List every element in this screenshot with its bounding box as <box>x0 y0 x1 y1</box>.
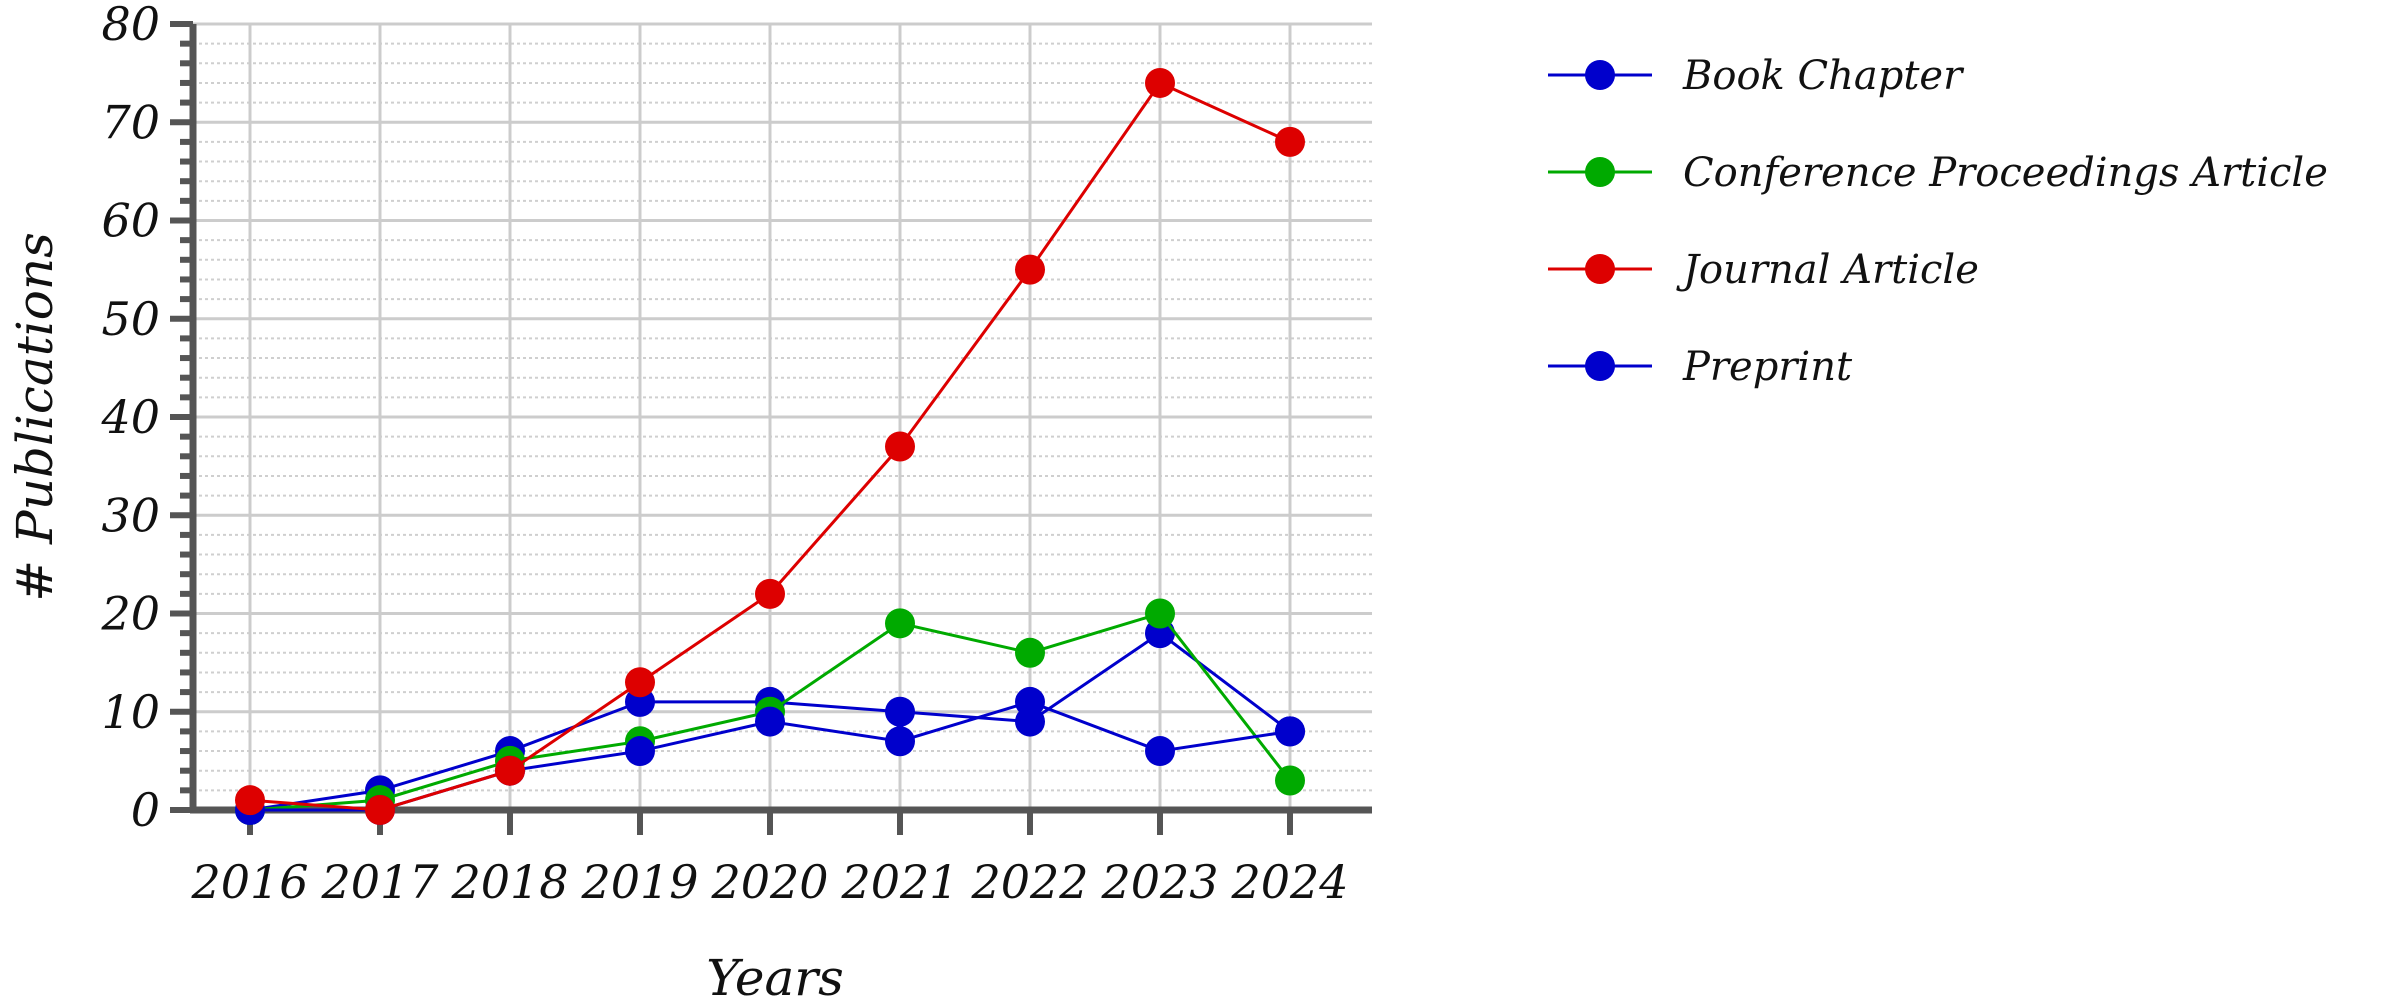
legend-marker <box>1585 60 1615 90</box>
series-journal-article <box>235 67 1305 825</box>
x-axis-title: Years <box>706 949 844 1006</box>
legend-label: Preprint <box>1682 344 1853 390</box>
data-point <box>885 726 915 757</box>
x-tick-label: 2018 <box>450 855 568 909</box>
series <box>235 67 1305 825</box>
data-point <box>885 608 915 639</box>
legend-label: Book Chapter <box>1682 53 1965 99</box>
y-tick-label: 80 <box>101 0 160 51</box>
grid <box>193 22 1372 810</box>
legend-label: Journal Article <box>1676 247 1979 293</box>
legend-marker <box>1585 157 1615 187</box>
data-point <box>1015 686 1045 717</box>
data-point <box>1145 67 1175 98</box>
x-tick-label: 2023 <box>1100 855 1218 909</box>
legend-item: Conference Proceedings Article <box>1548 150 2328 196</box>
data-point <box>625 736 655 767</box>
y-tick-label: 0 <box>131 783 160 837</box>
data-point <box>365 795 395 825</box>
legend-item: Preprint <box>1548 344 1853 390</box>
y-axis-ticks: 0 10 20 30 40 50 60 70 80 <box>100 0 193 837</box>
x-tick-label: 2017 <box>320 855 439 909</box>
legend: Book Chapter Conference Proceedings Artic… <box>1548 53 2328 390</box>
legend-label: Conference Proceedings Article <box>1683 150 2328 196</box>
x-tick-label: 2020 <box>710 855 828 909</box>
x-tick-label: 2024 <box>1230 855 1348 909</box>
data-point <box>1275 765 1305 796</box>
data-point <box>1275 126 1305 157</box>
x-tick-label: 2022 <box>970 855 1088 909</box>
data-point <box>1145 736 1175 767</box>
legend-item: Journal Article <box>1548 247 1979 293</box>
data-point <box>625 667 655 698</box>
x-tick-label: 2021 <box>840 855 958 909</box>
data-point <box>1015 637 1045 668</box>
data-point <box>885 431 915 462</box>
data-point <box>1145 598 1175 629</box>
data-point <box>885 696 915 727</box>
data-point <box>755 578 785 609</box>
y-tick-label: 20 <box>100 587 160 641</box>
data-point <box>1275 716 1305 747</box>
data-point <box>1015 254 1045 285</box>
y-tick-label: 40 <box>100 390 160 444</box>
legend-item: Book Chapter <box>1548 53 1965 99</box>
x-tick-label: 2016 <box>190 855 308 909</box>
y-tick-label: 50 <box>101 292 160 346</box>
x-axis-ticks: 2016 2017 2018 2019 2020 2021 2022 2023 2024 <box>190 810 1349 909</box>
y-tick-label: 10 <box>101 685 160 739</box>
legend-marker <box>1585 351 1615 381</box>
data-point <box>235 785 265 816</box>
y-tick-label: 30 <box>101 488 160 542</box>
legend-marker <box>1585 254 1615 284</box>
x-tick-label: 2019 <box>580 855 698 909</box>
y-tick-label: 70 <box>101 95 160 149</box>
data-point <box>755 706 785 737</box>
data-point <box>495 755 525 786</box>
y-tick-label: 60 <box>101 194 160 248</box>
y-axis-title: # Publications <box>6 232 64 601</box>
